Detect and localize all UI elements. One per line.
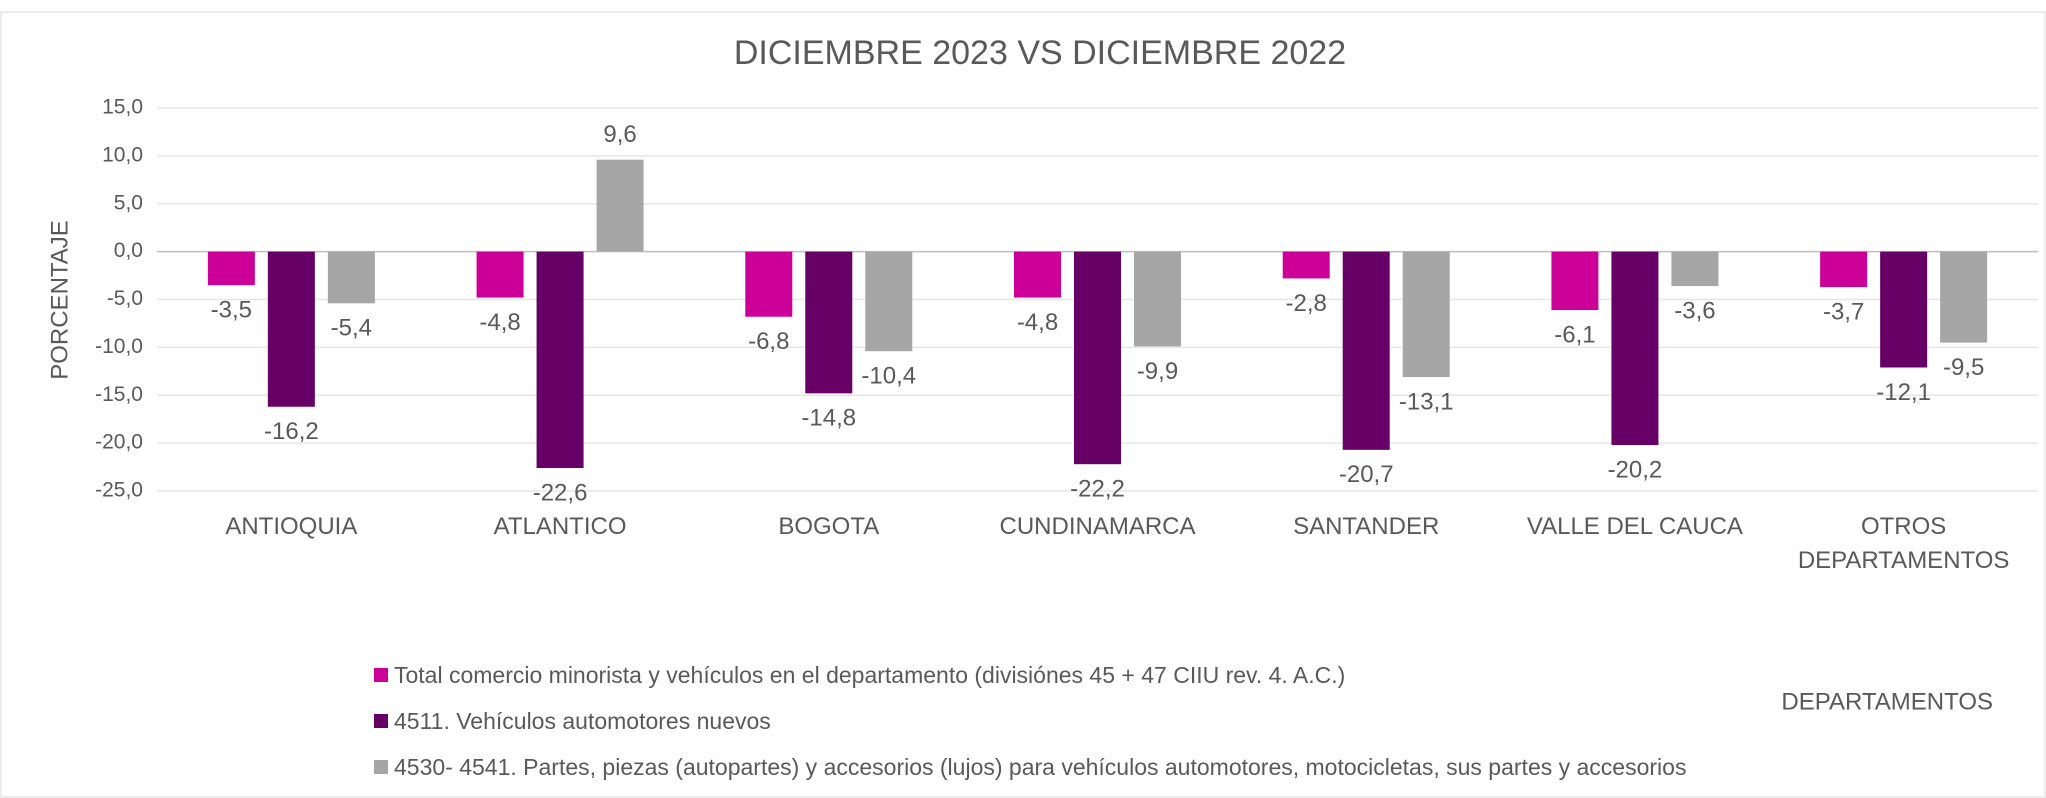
legend-swatch xyxy=(374,714,388,728)
legend-swatch xyxy=(374,668,388,682)
bar xyxy=(1342,251,1390,450)
legend-item: Total comercio minorista y vehículos en … xyxy=(374,662,1345,689)
legend-label: 4530- 4541. Partes, piezas (autopartes) … xyxy=(394,754,1687,780)
legend-item: 4511. Vehículos automotores nuevos xyxy=(374,708,771,735)
bar xyxy=(865,251,913,352)
data-label: -3,5 xyxy=(211,296,252,323)
data-label: -4,8 xyxy=(1017,309,1058,336)
data-label: -22,2 xyxy=(1070,476,1125,503)
y-tick-label: -25,0 xyxy=(95,479,143,502)
y-tick-label: -15,0 xyxy=(95,383,143,406)
bar xyxy=(745,251,793,317)
x-tick-label: ATLANTICO xyxy=(493,513,627,540)
data-label: -22,6 xyxy=(533,479,588,506)
data-label: -2,8 xyxy=(1286,290,1327,317)
legend-label: 4511. Vehículos automotores nuevos xyxy=(394,708,771,734)
bar xyxy=(1671,251,1719,287)
bar xyxy=(1282,251,1330,279)
y-tick-label: 15,0 xyxy=(102,96,143,119)
y-tick-label: -10,0 xyxy=(95,335,143,358)
legend-item: 4530- 4541. Partes, piezas (autopartes) … xyxy=(374,754,1686,781)
x-tick-label: BOGOTA xyxy=(778,513,880,540)
y-tick-label: 5,0 xyxy=(114,191,143,214)
bar xyxy=(207,251,255,286)
bar xyxy=(1820,251,1868,288)
bar xyxy=(536,251,584,469)
data-label: -20,2 xyxy=(1608,456,1663,483)
data-label: -16,2 xyxy=(264,418,319,445)
bar xyxy=(1074,251,1121,465)
data-label: -6,1 xyxy=(1554,321,1595,348)
data-label: -4,8 xyxy=(479,309,520,336)
data-label: -9,5 xyxy=(1943,354,1984,381)
bar xyxy=(596,159,644,252)
data-label: -20,7 xyxy=(1339,461,1394,488)
data-label: -14,8 xyxy=(801,405,856,432)
x-tick-label: VALLE DEL CAUCA xyxy=(1526,513,1743,540)
y-axis-title: PORCENTAJE xyxy=(46,220,73,380)
data-label: -10,4 xyxy=(861,363,916,390)
bar xyxy=(267,251,315,407)
bar xyxy=(1940,251,1988,343)
bar xyxy=(1551,251,1599,311)
x-axis-title: DEPARTAMENTOS xyxy=(1781,688,1993,715)
y-tick-label: -5,0 xyxy=(107,287,143,310)
x-tick-label: OTROS DEPARTAMENTOS xyxy=(1797,513,2010,574)
bar xyxy=(1014,251,1061,298)
y-tick-label: -20,0 xyxy=(95,431,143,454)
data-label: -6,8 xyxy=(748,328,789,355)
bar xyxy=(1134,251,1181,347)
data-label: -9,9 xyxy=(1137,358,1178,385)
data-label: -3,6 xyxy=(1674,297,1715,324)
data-label: -12,1 xyxy=(1876,379,1931,406)
data-label: -5,4 xyxy=(331,315,372,342)
frame xyxy=(0,11,2046,798)
bar xyxy=(1611,251,1659,446)
bar xyxy=(805,251,853,394)
bar xyxy=(1402,251,1450,378)
data-label: -3,7 xyxy=(1823,298,1864,325)
bar xyxy=(476,251,524,298)
x-tick-label: SANTANDER xyxy=(1293,513,1440,540)
x-tick-label: ANTIOQUIA xyxy=(225,513,358,540)
bar xyxy=(327,251,375,304)
legend-label: Total comercio minorista y vehículos en … xyxy=(394,662,1346,688)
bar xyxy=(1880,251,1928,368)
data-label: -13,1 xyxy=(1399,388,1454,415)
y-tick-label: 10,0 xyxy=(102,143,143,166)
chart-title: DICIEMBRE 2023 VS DICIEMBRE 2022 xyxy=(734,34,1346,72)
data-label: 9,6 xyxy=(603,121,636,148)
y-tick-label: 0,0 xyxy=(114,239,143,262)
x-tick-label: CUNDINAMARCA xyxy=(999,513,1196,540)
legend-swatch xyxy=(374,760,388,774)
